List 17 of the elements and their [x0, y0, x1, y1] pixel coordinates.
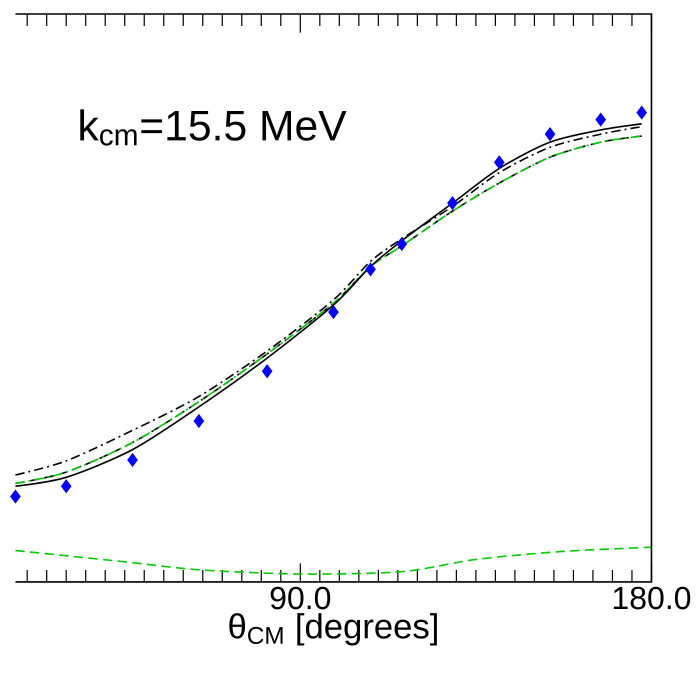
x-tick-label: 180.0: [614, 586, 690, 610]
point: [447, 196, 458, 210]
point: [328, 305, 339, 320]
point: [544, 127, 556, 142]
point: [595, 112, 606, 127]
x-tick-label: 90.0: [270, 586, 330, 610]
point: [60, 479, 72, 494]
point: [494, 155, 505, 170]
point: [365, 262, 376, 276]
point: [396, 237, 408, 251]
point: [262, 364, 272, 378]
annotation: k$_{cm}$=15.5 MeV: [80, 109, 347, 146]
point: [636, 106, 647, 120]
x-axis-title: θ$_{CM}$ [degrees]: [229, 613, 437, 646]
point: [127, 453, 138, 467]
point: [194, 414, 204, 428]
point: [10, 490, 21, 504]
